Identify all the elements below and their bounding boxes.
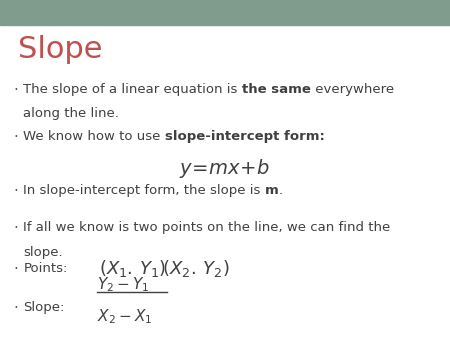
Text: In slope-intercept form, the slope is: In slope-intercept form, the slope is: [23, 184, 265, 197]
Text: m: m: [265, 184, 279, 197]
Text: The slope of a linear equation is: The slope of a linear equation is: [23, 83, 242, 96]
Text: Slope:: Slope:: [23, 301, 65, 314]
Text: ·: ·: [14, 83, 18, 98]
Text: We know how to use: We know how to use: [23, 130, 165, 143]
Text: slope-intercept form:: slope-intercept form:: [165, 130, 325, 143]
Text: ·: ·: [14, 130, 18, 145]
Text: ·: ·: [14, 262, 18, 277]
Text: .: .: [279, 184, 283, 197]
Bar: [0, 0, 450, 25]
Text: Slope: Slope: [18, 35, 103, 65]
Text: $\mathit{\left(X_1.\,Y_1\right)\!\left(X_2.\,Y_2\right)}$: $\mathit{\left(X_1.\,Y_1\right)\!\left(X…: [99, 258, 230, 279]
Text: ·: ·: [14, 184, 18, 199]
Text: the same: the same: [242, 83, 311, 96]
Text: Points:: Points:: [23, 262, 68, 275]
Text: along the line.: along the line.: [23, 107, 119, 120]
Text: $y\!=\!mx\!+\!b$: $y\!=\!mx\!+\!b$: [180, 157, 270, 180]
Text: ·: ·: [14, 221, 18, 236]
Text: everywhere: everywhere: [311, 83, 394, 96]
Text: ·: ·: [14, 301, 18, 316]
Text: slope.: slope.: [23, 246, 63, 259]
Text: $X_2 - X_1$: $X_2 - X_1$: [97, 308, 152, 326]
Text: If all we know is two points on the line, we can find the: If all we know is two points on the line…: [23, 221, 391, 234]
Text: $Y_2 - Y_1$: $Y_2 - Y_1$: [97, 275, 149, 294]
